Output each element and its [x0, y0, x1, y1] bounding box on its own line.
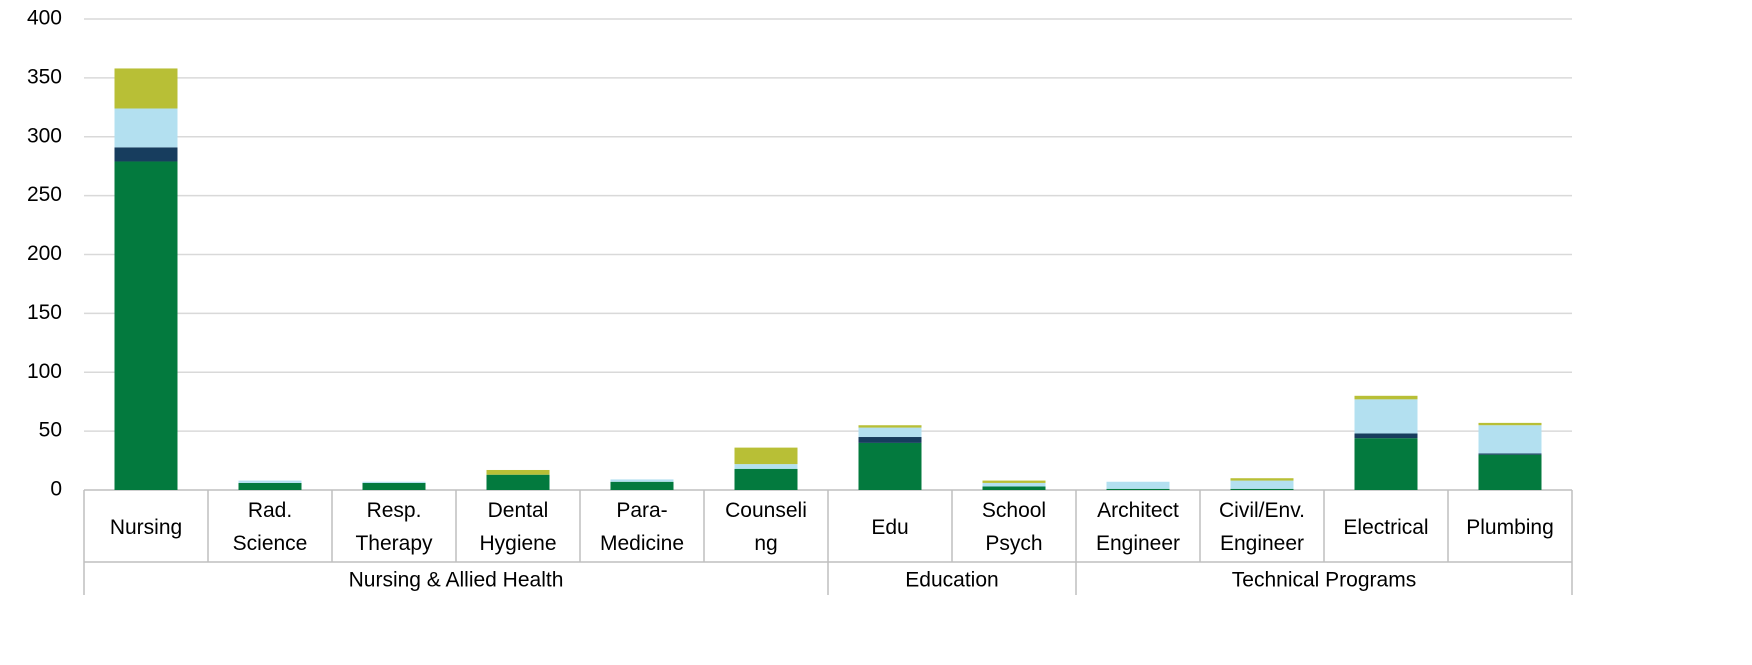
- bar-segment: [1478, 425, 1542, 454]
- bar-segment: [1354, 438, 1418, 490]
- y-tick-label: 0: [50, 478, 62, 501]
- x-tick-label-line: Psych: [985, 532, 1042, 555]
- x-tick-label: Para- Medicine: [600, 499, 684, 555]
- bar-segment: [858, 437, 922, 443]
- x-tick-label-line: Architect: [1097, 499, 1179, 522]
- bar-segment: [1478, 422, 1542, 426]
- x-tick-label-line: Hygiene: [479, 532, 556, 555]
- y-tick-label: 350: [27, 65, 62, 88]
- y-tick-label: 200: [27, 242, 62, 265]
- bar-segment: [1478, 454, 1542, 490]
- bar-segment: [238, 482, 302, 490]
- bar-segment: [1354, 395, 1418, 400]
- y-tick-label: 300: [27, 124, 62, 147]
- x-tick-label: Electrical: [1343, 516, 1428, 539]
- x-tick-label: Nursing: [110, 516, 182, 539]
- x-tick-label: Resp. Therapy: [355, 499, 433, 555]
- bar-segment: [1478, 453, 1542, 455]
- bar-segment: [982, 482, 1046, 487]
- bar-segment: [362, 482, 426, 490]
- x-tick-label: Rad. Science: [233, 499, 308, 555]
- bar-segment: [1354, 433, 1418, 439]
- y-tick-label: 100: [27, 360, 62, 383]
- bar-segment: [1230, 488, 1294, 490]
- x-tick-label-line: Para-: [616, 499, 667, 522]
- x-tick-label: Plumbing: [1466, 516, 1554, 539]
- x-tick-label-line: Nursing: [110, 516, 182, 539]
- x-tick-label: Architect Engineer: [1096, 499, 1180, 555]
- bar-segment: [1106, 481, 1170, 489]
- group-label: Education: [905, 569, 998, 592]
- x-tick-label-line: Dental: [488, 499, 549, 522]
- bar-segment: [114, 147, 178, 162]
- y-tick-label: 400: [27, 7, 62, 30]
- x-tick-label: Dental Hygiene: [479, 499, 556, 555]
- x-tick-label-line: Resp.: [367, 499, 422, 522]
- x-tick-label-line: Civil/Env.: [1219, 499, 1305, 522]
- x-tick-label-line: Rad.: [248, 499, 292, 522]
- x-tick-label-line: Medicine: [600, 532, 684, 555]
- x-tick-label-line: Engineer: [1220, 532, 1304, 555]
- bar-segment: [734, 447, 798, 465]
- x-tick-label: Counseli ng: [725, 499, 807, 555]
- x-tick-label: Civil/Env. Engineer: [1219, 499, 1305, 555]
- bar-segment: [610, 481, 674, 490]
- y-tick-label: 250: [27, 183, 62, 206]
- bar-segment: [486, 469, 550, 475]
- bar-segment: [734, 468, 798, 490]
- x-tick-label-line: Edu: [871, 516, 908, 539]
- bar-segment: [1354, 399, 1418, 434]
- x-tick-label-line: Counseli: [725, 499, 807, 522]
- group-label: Nursing & Allied Health: [349, 569, 564, 592]
- bar-segment: [982, 486, 1046, 490]
- bar-segment: [610, 479, 674, 482]
- bar-segment: [734, 464, 798, 469]
- bar-segment: [486, 474, 550, 490]
- bar-segment: [114, 68, 178, 109]
- y-tick-label: 150: [27, 301, 62, 324]
- y-tick-label: 50: [39, 419, 62, 442]
- group-label: Technical Programs: [1232, 569, 1416, 592]
- x-tick-label-line: Engineer: [1096, 532, 1180, 555]
- x-tick-label-line: Therapy: [355, 532, 433, 555]
- bar-segment: [1106, 488, 1170, 490]
- bar-segment: [238, 480, 302, 483]
- x-tick-label: School Psych: [982, 499, 1046, 555]
- x-tick-label-line: School: [982, 499, 1046, 522]
- bar-segment: [982, 480, 1046, 483]
- bar-segment: [858, 427, 922, 438]
- x-tick-label-line: ng: [754, 532, 777, 555]
- bar-segment: [114, 108, 178, 148]
- x-tick-label-line: Science: [233, 532, 308, 555]
- bar-segment: [1230, 478, 1294, 481]
- bar-segment: [858, 425, 922, 428]
- bar-segment: [114, 161, 178, 491]
- x-tick-label-line: Electrical: [1343, 516, 1428, 539]
- bar-segment: [858, 442, 922, 490]
- x-tick-label: Edu: [871, 516, 908, 539]
- x-tick-label-line: Plumbing: [1466, 516, 1554, 539]
- bar-segment: [362, 481, 426, 483]
- bar-segment: [1230, 480, 1294, 489]
